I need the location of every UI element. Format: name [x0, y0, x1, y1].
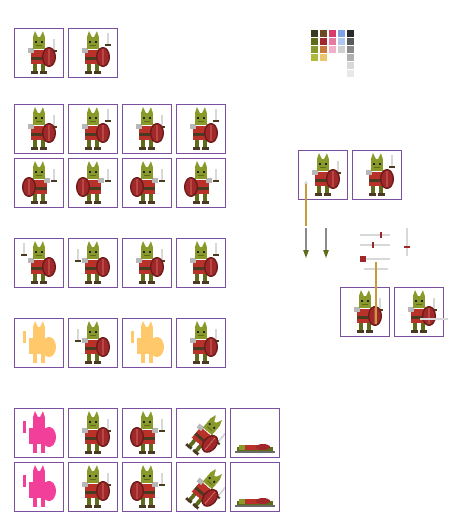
- goblin-sprite: [123, 239, 171, 287]
- goblin-sprite: [15, 239, 63, 287]
- sprite-frame: [122, 158, 172, 208]
- palette-swatch: [338, 38, 345, 45]
- spear-down-icon: [321, 228, 331, 260]
- sword-icon: [358, 248, 392, 256]
- sword-thrust-icon: [420, 308, 450, 316]
- sprite-frame: [122, 238, 172, 288]
- sprite-frame: [176, 104, 226, 154]
- sprite-frame: [14, 158, 64, 208]
- palette-swatch: [320, 38, 327, 45]
- goblin-sprite: [15, 159, 63, 207]
- goblin-sprite: [341, 288, 389, 336]
- sword-icon: [358, 234, 392, 242]
- goblin-sprite: [69, 159, 117, 207]
- palette-swatch: [347, 30, 354, 37]
- spear-shaft-icon: [372, 262, 380, 324]
- sprite-frame: [14, 238, 64, 288]
- sprite-frame: [176, 158, 226, 208]
- sprite-frame: [230, 462, 280, 512]
- goblin-sprite: [231, 463, 279, 511]
- sword-vertical-icon: [403, 228, 411, 260]
- sprite-frame: [68, 28, 118, 78]
- goblin-sprite: [123, 319, 171, 367]
- sprite-frame: [14, 28, 64, 78]
- palette-swatch: [311, 54, 318, 61]
- goblin-sprite: [177, 239, 225, 287]
- goblin-sprite: [353, 151, 401, 199]
- sprite-frame: [68, 318, 118, 368]
- palette-swatch: [311, 38, 318, 45]
- sprite-frame: [68, 158, 118, 208]
- sprite-frame: [122, 318, 172, 368]
- sprite-frame: [68, 408, 118, 458]
- goblin-sprite: [15, 29, 63, 77]
- goblin-sprite: [15, 105, 63, 153]
- spear-down-icon: [301, 228, 311, 260]
- sprite-frame: [352, 150, 402, 200]
- goblin-sprite: [177, 159, 225, 207]
- sprite-frame: [14, 104, 64, 154]
- sprite-frame: [14, 318, 64, 368]
- sprite-frame: [122, 462, 172, 512]
- palette-swatch: [347, 54, 354, 61]
- goblin-sprite: [69, 463, 117, 511]
- goblin-sprite: [177, 409, 225, 457]
- sprite-frame: [176, 238, 226, 288]
- goblin-sprite: [69, 319, 117, 367]
- goblin-sprite: [69, 239, 117, 287]
- goblin-sprite: [123, 105, 171, 153]
- goblin-sprite: [15, 409, 63, 457]
- sprite-frame: [122, 408, 172, 458]
- spear-icon: [302, 180, 310, 226]
- sprite-frame: [176, 408, 226, 458]
- palette-swatch: [320, 30, 327, 37]
- palette-swatch: [329, 38, 336, 45]
- palette-swatch: [311, 30, 318, 37]
- goblin-sprite: [231, 409, 279, 457]
- goblin-sprite: [177, 105, 225, 153]
- palette-swatch: [347, 46, 354, 53]
- sprite-frame: [176, 462, 226, 512]
- goblin-sprite: [69, 105, 117, 153]
- sprite-frame: [14, 408, 64, 458]
- goblin-sprite: [123, 409, 171, 457]
- sprite-frame: [14, 462, 64, 512]
- goblin-sprite: [123, 159, 171, 207]
- goblin-sprite: [177, 463, 225, 511]
- sprite-frame: [340, 287, 390, 337]
- sprite-frame: [68, 238, 118, 288]
- palette-swatch: [338, 46, 345, 53]
- sword-icon: [358, 224, 392, 232]
- goblin-sprite: [123, 463, 171, 511]
- goblin-sprite: [15, 319, 63, 367]
- palette-swatch: [347, 70, 354, 77]
- sprite-frame: [230, 408, 280, 458]
- goblin-sprite: [177, 319, 225, 367]
- goblin-sprite: [69, 409, 117, 457]
- palette-swatch: [320, 46, 327, 53]
- palette-swatch: [347, 38, 354, 45]
- palette-swatch: [329, 46, 336, 53]
- sprite-frame: [122, 104, 172, 154]
- palette-swatch: [320, 54, 327, 61]
- palette-swatch: [311, 46, 318, 53]
- palette-swatch: [347, 62, 354, 69]
- goblin-sprite: [69, 29, 117, 77]
- sprite-frame: [68, 104, 118, 154]
- palette-swatch: [338, 30, 345, 37]
- palette-swatch: [329, 30, 336, 37]
- sprite-frame: [176, 318, 226, 368]
- goblin-sprite: [15, 463, 63, 511]
- sprite-frame: [68, 462, 118, 512]
